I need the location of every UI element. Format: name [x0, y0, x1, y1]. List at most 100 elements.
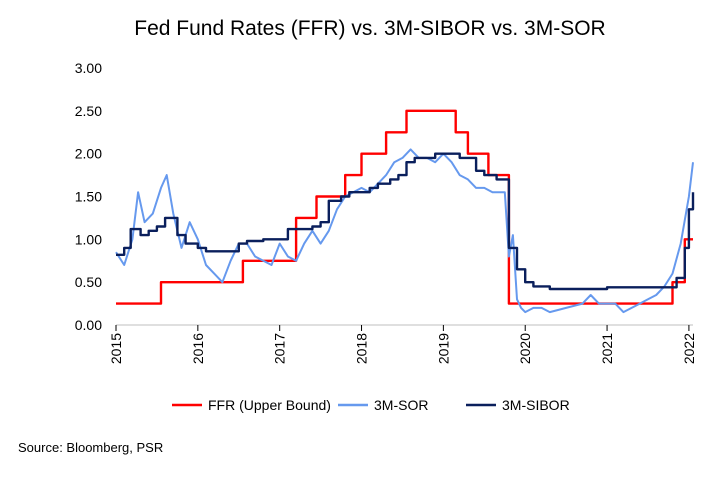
- series-sor-point: [475, 187, 477, 189]
- source-note: Source: Bloomberg, PSR: [18, 440, 163, 455]
- series-sibor-point: [508, 247, 510, 249]
- series-sor-point: [434, 161, 436, 163]
- series-sibor-point: [483, 174, 485, 176]
- series-sibor-point: [524, 281, 526, 283]
- series-sor-point: [533, 307, 535, 309]
- series-ffr-point: [524, 303, 526, 305]
- y-tick-label: 3.00: [75, 60, 102, 76]
- series-sibor-point: [328, 200, 330, 202]
- series-sibor-point: [414, 157, 416, 159]
- series-sor-point: [520, 307, 522, 309]
- series-sor-point: [606, 303, 608, 305]
- series-sor-point: [402, 157, 404, 159]
- x-tick-label: 2022: [681, 333, 697, 364]
- series-ffr-point: [455, 131, 457, 133]
- x-tick-label: 2019: [435, 333, 451, 364]
- series-sor-point: [336, 209, 338, 211]
- series-ffr-point: [242, 260, 244, 262]
- series-sibor-point: [361, 191, 363, 193]
- series-sibor-point: [263, 239, 265, 241]
- series-sibor-point: [246, 240, 248, 242]
- series-sor-point: [631, 307, 633, 309]
- series-sor-point: [393, 161, 395, 163]
- series-sor-point: [222, 281, 224, 283]
- series-sibor-point: [279, 239, 281, 241]
- series-sibor-point: [177, 234, 179, 236]
- series-sor-point: [287, 256, 289, 258]
- y-tick-label: 0.00: [75, 317, 102, 333]
- series-ffr-point: [537, 303, 539, 305]
- series-sor-point: [303, 243, 305, 245]
- series-ffr-point: [385, 131, 387, 133]
- series-sibor-point: [398, 174, 400, 176]
- series-sibor-point: [320, 221, 322, 223]
- series-sibor-point: [647, 287, 649, 289]
- series-sibor-point: [676, 277, 678, 279]
- y-tick-label: 0.50: [75, 274, 102, 290]
- series-sor-point: [410, 149, 412, 151]
- series-sor-point: [205, 264, 207, 266]
- x-tick-label: 2015: [108, 333, 124, 364]
- series-sibor-point: [130, 228, 132, 230]
- series-ffr-point: [467, 153, 469, 155]
- series-sibor-point: [164, 217, 166, 219]
- chart-title: Fed Fund Rates (FFR) vs. 3M-SIBOR vs. 3M…: [134, 17, 605, 40]
- series-sor-point: [614, 303, 616, 305]
- series-sor-point: [166, 174, 168, 176]
- series-sor-point: [361, 187, 363, 189]
- series-sor-point: [115, 251, 117, 253]
- series-sibor-point: [148, 230, 150, 232]
- series-ffr-point: [500, 174, 502, 176]
- series-sor-point: [197, 239, 199, 241]
- series-sor-point: [254, 256, 256, 258]
- series-sor-point: [492, 191, 494, 193]
- series-sor-point: [467, 179, 469, 181]
- x-tick-label: 2021: [599, 333, 615, 364]
- x-tick-label: 2016: [190, 333, 206, 364]
- series-sor-point: [590, 294, 592, 296]
- series-sibor-point: [668, 287, 670, 289]
- series-sibor-point: [115, 254, 117, 256]
- series-sor-point: [672, 273, 674, 275]
- series-sibor-point: [287, 228, 289, 230]
- series-ffr-point: [508, 303, 510, 305]
- x-tick-label: 2020: [517, 333, 533, 364]
- series-sor-point: [295, 260, 297, 262]
- series-sibor-point: [123, 247, 125, 249]
- legend-label-sibor: 3M-SIBOR: [502, 397, 570, 413]
- series-sibor-line: [116, 152, 695, 291]
- legend-label-ffr: FFR (Upper Bound): [208, 397, 331, 413]
- series-sor-point: [598, 303, 600, 305]
- series-sor-point: [541, 307, 543, 309]
- series-sor-point: [655, 294, 657, 296]
- series-sibor-point: [340, 196, 342, 198]
- series-sor-point: [123, 264, 125, 266]
- series-sibor-point: [516, 269, 518, 271]
- series-ffr-point: [254, 260, 256, 262]
- series-sor-point: [451, 161, 453, 163]
- series-ffr-point: [160, 281, 162, 283]
- series-sor-point: [623, 311, 625, 313]
- series-sor-point: [504, 191, 506, 193]
- series-sor-point: [213, 273, 215, 275]
- y-tick-label: 1.50: [75, 189, 102, 205]
- series-sor-point: [512, 234, 514, 236]
- series-sibor-point: [496, 179, 498, 181]
- series-sor-point: [189, 221, 191, 223]
- series-sor-point: [172, 213, 174, 215]
- series-sor-point: [459, 174, 461, 176]
- series-sor-point: [516, 299, 518, 301]
- series-sor-point: [692, 161, 694, 163]
- series-sibor-point: [348, 191, 350, 193]
- series-sibor-point: [533, 286, 535, 288]
- series-ffr-point: [684, 239, 686, 241]
- series-sor-point: [271, 264, 273, 266]
- series-sor-point: [508, 256, 510, 258]
- y-tick-label: 1.00: [75, 231, 102, 247]
- series-sibor-point: [586, 288, 588, 290]
- series-sor-point: [385, 174, 387, 176]
- series-sibor-point: [389, 179, 391, 181]
- series-sibor-point: [377, 183, 379, 185]
- series-ffr-point: [512, 303, 514, 305]
- series-sor-point: [500, 191, 502, 193]
